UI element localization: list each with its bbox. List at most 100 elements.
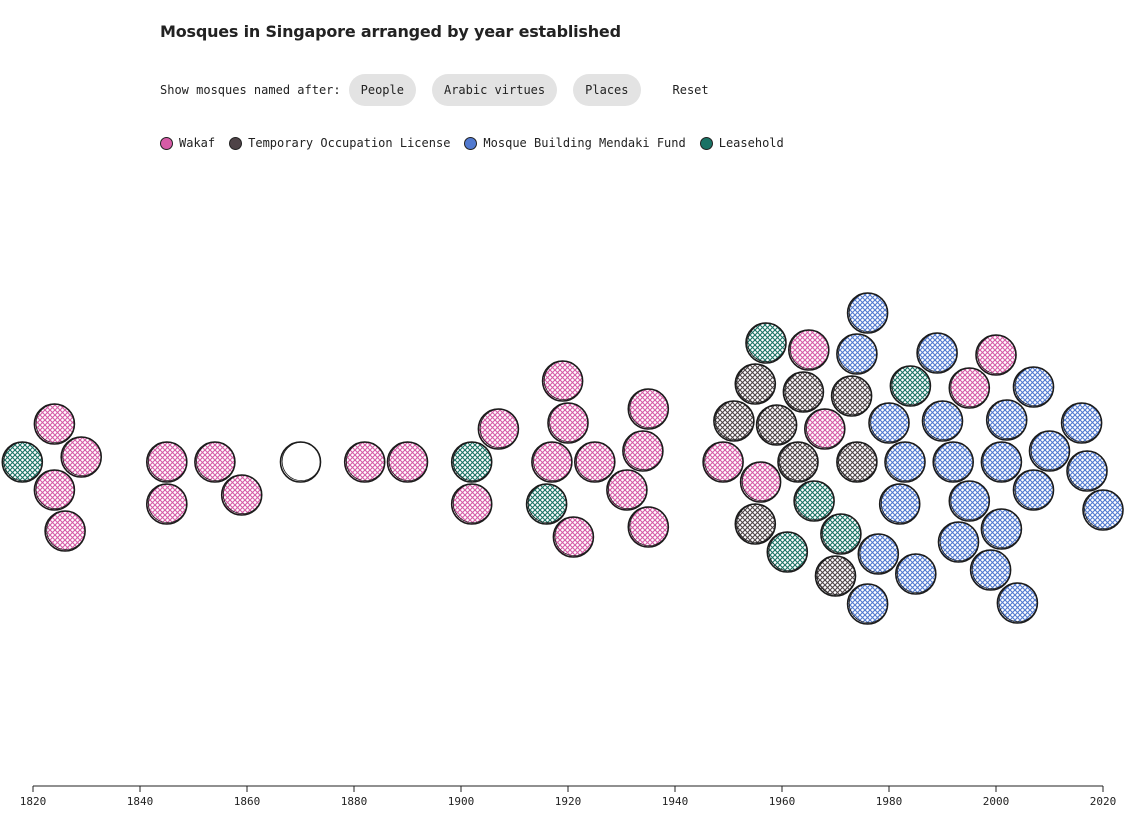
- x-tick-label: 1900: [448, 795, 475, 808]
- mosque-bubble-outline: [741, 461, 782, 501]
- bubble-layer: [1, 292, 1124, 625]
- mosque-bubble-outline: [148, 483, 188, 523]
- mosque-bubble-outline: [784, 371, 824, 411]
- mosque-bubble-outline: [982, 508, 1022, 549]
- mosque-bubble-outline: [848, 583, 889, 624]
- legend-item-mendaki: Mosque Building Mendaki Fund: [464, 136, 686, 150]
- legend-item-leasehold: Leasehold: [699, 136, 784, 150]
- reset-button[interactable]: Reset: [672, 83, 709, 97]
- legend-label: Leasehold: [718, 136, 784, 150]
- legend-item-wakaf: Wakaf: [160, 136, 215, 150]
- mosque-bubble-outline: [148, 441, 188, 481]
- legend-swatch-mendaki: [464, 136, 478, 150]
- filter-arabic-virtues-button[interactable]: Arabic virtues: [431, 74, 558, 106]
- mosque-bubble-outline: [1062, 402, 1103, 442]
- x-tick-label: 1980: [876, 795, 903, 808]
- filter-label: Show mosques named after:: [160, 83, 341, 97]
- mosque-bubble-outline: [950, 480, 990, 520]
- filter-bar: Show mosques named after: People Arabic …: [160, 74, 709, 106]
- mosque-bubble-outline: [479, 408, 519, 448]
- x-tick-label: 1880: [341, 795, 368, 808]
- mosque-bubble[interactable]: [477, 408, 520, 450]
- mosque-bubble-outline: [452, 441, 493, 481]
- mosque-bubble-outline: [222, 474, 263, 514]
- chart-title: Mosques in Singapore arranged by year es…: [160, 22, 621, 41]
- mosque-bubble-outline: [46, 510, 86, 551]
- mosque-bubble-outline: [704, 441, 744, 481]
- x-axis: 1820 1840 1860 1880 1900 1920 1940 1960 1980 2000…: [20, 785, 1117, 808]
- mosque-bubble-outline: [950, 367, 990, 407]
- x-tick-label: 2000: [983, 795, 1010, 808]
- x-tick-label: 1940: [662, 795, 689, 808]
- mosque-bubble-outline: [821, 513, 862, 554]
- mosque-bubble-outline: [987, 399, 1028, 439]
- mosque-bubble-outline: [388, 441, 428, 481]
- mosque-bubble-outline: [832, 375, 873, 415]
- mosque-bubble-outline: [35, 469, 75, 509]
- mosque-bubble-outline: [1014, 469, 1054, 509]
- legend-swatch-tol: [229, 136, 243, 150]
- mosque-bubble-outline: [736, 363, 776, 403]
- mosque-bubble-outline: [575, 441, 616, 481]
- mosque-bubble-outline: [452, 483, 493, 523]
- x-tick-label: 1840: [127, 795, 154, 808]
- legend-item-tol: Temporary Occupation License: [229, 136, 450, 150]
- mosque-bubble-outline: [998, 582, 1038, 623]
- mosque-bubble-outline: [870, 402, 910, 442]
- mosque-bubble-outline: [629, 506, 669, 547]
- mosque-bubble-outline: [859, 533, 899, 574]
- mosque-bubble-outline: [918, 332, 958, 372]
- mosque-bubble-outline: [982, 441, 1022, 481]
- legend-label: Temporary Occupation License: [248, 136, 451, 150]
- mosque-bubble-outline: [838, 441, 878, 481]
- legend-swatch-wakaf: [160, 136, 173, 150]
- x-tick-label: 1920: [555, 795, 582, 808]
- mosque-bubble-outline: [757, 404, 798, 444]
- mosque-bubble-outline: [1030, 430, 1070, 470]
- mosque-bubble-outline: [1014, 366, 1054, 406]
- x-tick-label: 2020: [1090, 795, 1117, 808]
- mosque-bubble-outline: [805, 408, 846, 448]
- mosque-bubble-outline: [939, 521, 979, 562]
- filter-places-button[interactable]: Places: [573, 74, 641, 106]
- mosque-bubble-outline: [1084, 489, 1124, 529]
- mosque-bubble-outline: [624, 430, 664, 470]
- mosque-bubble-outline: [880, 483, 921, 523]
- mosque-bubble-outline: [848, 292, 889, 332]
- mosque-bubble-outline: [977, 334, 1017, 374]
- mosque-bubble-outline: [543, 360, 584, 400]
- mosque-bubble-outline: [714, 400, 755, 440]
- x-tick-label: 1960: [769, 795, 796, 808]
- mosque-bubble-outline: [816, 555, 856, 596]
- filter-people-button[interactable]: People: [348, 74, 416, 106]
- mosque-bubble-outline: [736, 503, 776, 544]
- legend-label: Wakaf: [179, 136, 216, 150]
- x-tick-label: 1860: [234, 795, 261, 808]
- mosque-bubble-outline: [779, 441, 819, 481]
- mosque-bubble-outline: [62, 436, 102, 476]
- mosque-bubble-outline: [554, 516, 594, 557]
- mosque-bubble-outline: [886, 441, 926, 481]
- mosque-bubble-outline: [1068, 450, 1108, 490]
- mosque-bubble-outline: [607, 469, 648, 509]
- mosque-bubble-outline: [527, 483, 568, 523]
- mosque-bubble-outline: [891, 365, 931, 405]
- x-tick-label: 1820: [20, 795, 47, 808]
- mosque-bubble-outline: [896, 553, 937, 594]
- mosque-bubble-outline: [549, 402, 589, 442]
- mosque-bubble-outline: [768, 531, 808, 572]
- legend-label: Mosque Building Mendaki Fund: [483, 136, 686, 150]
- mosque-bubble-outline: [971, 549, 1012, 590]
- mosque-bubble-outline: [789, 329, 830, 369]
- legend-swatch-leasehold: [699, 136, 713, 150]
- legend: Wakaf Temporary Occupation License Mosqu…: [160, 134, 798, 152]
- mosque-bubble-outline: [35, 403, 75, 443]
- mosque-bubble-outline: [747, 322, 787, 362]
- mosque-bubble-outline: [795, 480, 835, 520]
- mosque-bubble-outline: [934, 441, 974, 481]
- mosque-bubble-outline: [281, 441, 321, 481]
- mosque-bubble-outline: [923, 400, 963, 440]
- mosque-bubble-outline: [3, 441, 43, 481]
- mosque-bubble-outline: [533, 441, 573, 481]
